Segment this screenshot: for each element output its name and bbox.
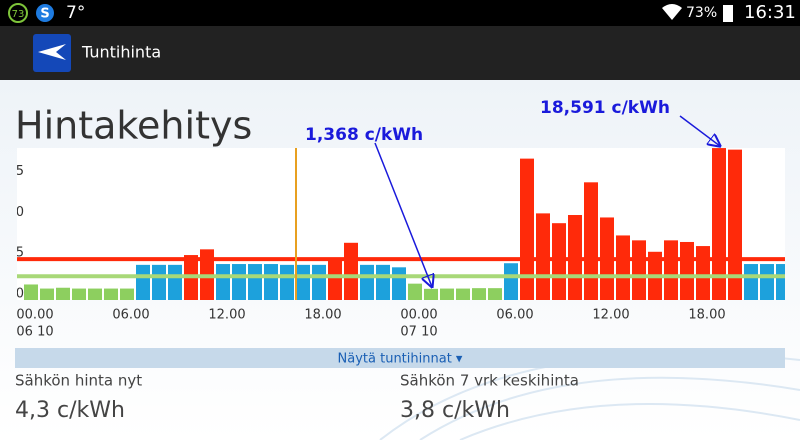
annotation-arrow	[374, 142, 432, 287]
bar	[504, 263, 518, 300]
bar	[728, 149, 742, 300]
y-tick-label: 5	[16, 246, 24, 261]
bar	[104, 288, 118, 300]
x-sub-label: 06 10	[16, 325, 53, 340]
x-tick-label: 12.00	[592, 308, 629, 323]
bar	[376, 264, 390, 300]
heading: Hintakehitys	[15, 104, 252, 148]
x-tick-label: 06.00	[496, 308, 533, 323]
bar	[248, 264, 262, 300]
bar	[680, 241, 694, 300]
bar	[456, 288, 470, 300]
y-ticks: 0 5 10 15	[7, 164, 24, 302]
annotation: 1,368 c/kWh	[305, 125, 423, 145]
plot	[17, 148, 785, 300]
x-tick-label: 18.00	[304, 308, 341, 323]
bar	[776, 264, 785, 300]
stat-value: 3,8 c/kWh	[400, 398, 510, 423]
stat-label: Sähkön 7 vrk keskihinta	[400, 372, 579, 390]
bar	[424, 288, 438, 300]
toggle-bar[interactable]	[15, 348, 785, 368]
bar	[72, 288, 86, 300]
y-tick-label: 10	[7, 205, 24, 220]
battery-icon	[723, 5, 733, 22]
bar	[296, 264, 310, 300]
bar	[616, 235, 630, 300]
status-bar	[0, 0, 800, 26]
bar	[520, 158, 534, 300]
stat-label: Sähkön hinta nyt	[15, 372, 142, 390]
app-icon-glyph	[38, 44, 66, 60]
chart: 0 5 10 15 00.00 06 10 06.00 12.00 18.00 00.00 07 1…	[7, 98, 785, 340]
bar	[632, 240, 646, 300]
bar	[40, 288, 54, 300]
s-icon	[36, 4, 54, 22]
x-tick-label: 12.00	[208, 308, 245, 323]
y-tick-label: 15	[7, 164, 24, 179]
bar	[744, 264, 758, 300]
bar	[408, 283, 422, 300]
s-icon-letter: S	[40, 7, 49, 22]
bar	[584, 182, 598, 300]
bar	[696, 246, 710, 300]
clock: 16:31	[744, 2, 796, 23]
annotation: 18,591 c/kWh	[540, 98, 670, 118]
y-tick-label: 0	[16, 287, 24, 302]
x-tick-label: 18.00	[688, 308, 725, 323]
x-tick-label: 06.00	[112, 308, 149, 323]
toggle[interactable]: Näytä tuntihinnat ▾	[338, 352, 463, 367]
bar	[664, 240, 678, 300]
bar	[760, 264, 774, 300]
stat-value: 4,3 c/kWh	[15, 398, 125, 423]
bar	[536, 213, 550, 300]
badge-icon	[8, 3, 28, 23]
bar	[360, 264, 374, 300]
bar	[552, 223, 566, 300]
x-sub-label: 07 10	[400, 325, 437, 340]
bar	[152, 264, 166, 300]
bar	[312, 264, 326, 300]
app-title: Tuntihinta	[81, 43, 161, 62]
badge: 73	[12, 9, 25, 20]
bar	[328, 259, 342, 300]
bar	[88, 288, 102, 300]
bar	[56, 287, 70, 300]
bar	[344, 242, 358, 300]
bar	[216, 264, 230, 300]
bar	[168, 264, 182, 300]
bar	[264, 264, 278, 300]
bar	[472, 288, 486, 300]
bar	[712, 148, 726, 300]
bar	[392, 267, 406, 300]
bar	[24, 284, 38, 300]
x-tick-label: 00.00	[400, 308, 437, 323]
app-bar	[0, 26, 800, 80]
temperature: 7°	[66, 3, 85, 23]
annotation-arrow	[679, 115, 720, 146]
bar	[120, 288, 134, 300]
bar	[280, 264, 294, 300]
x-tick-label: 00.00	[16, 308, 53, 323]
wifi-icon	[662, 4, 682, 20]
bar	[488, 288, 502, 300]
bar	[232, 264, 246, 300]
bar	[440, 288, 454, 300]
battery-level: 73%	[686, 5, 717, 21]
bar	[136, 264, 150, 300]
